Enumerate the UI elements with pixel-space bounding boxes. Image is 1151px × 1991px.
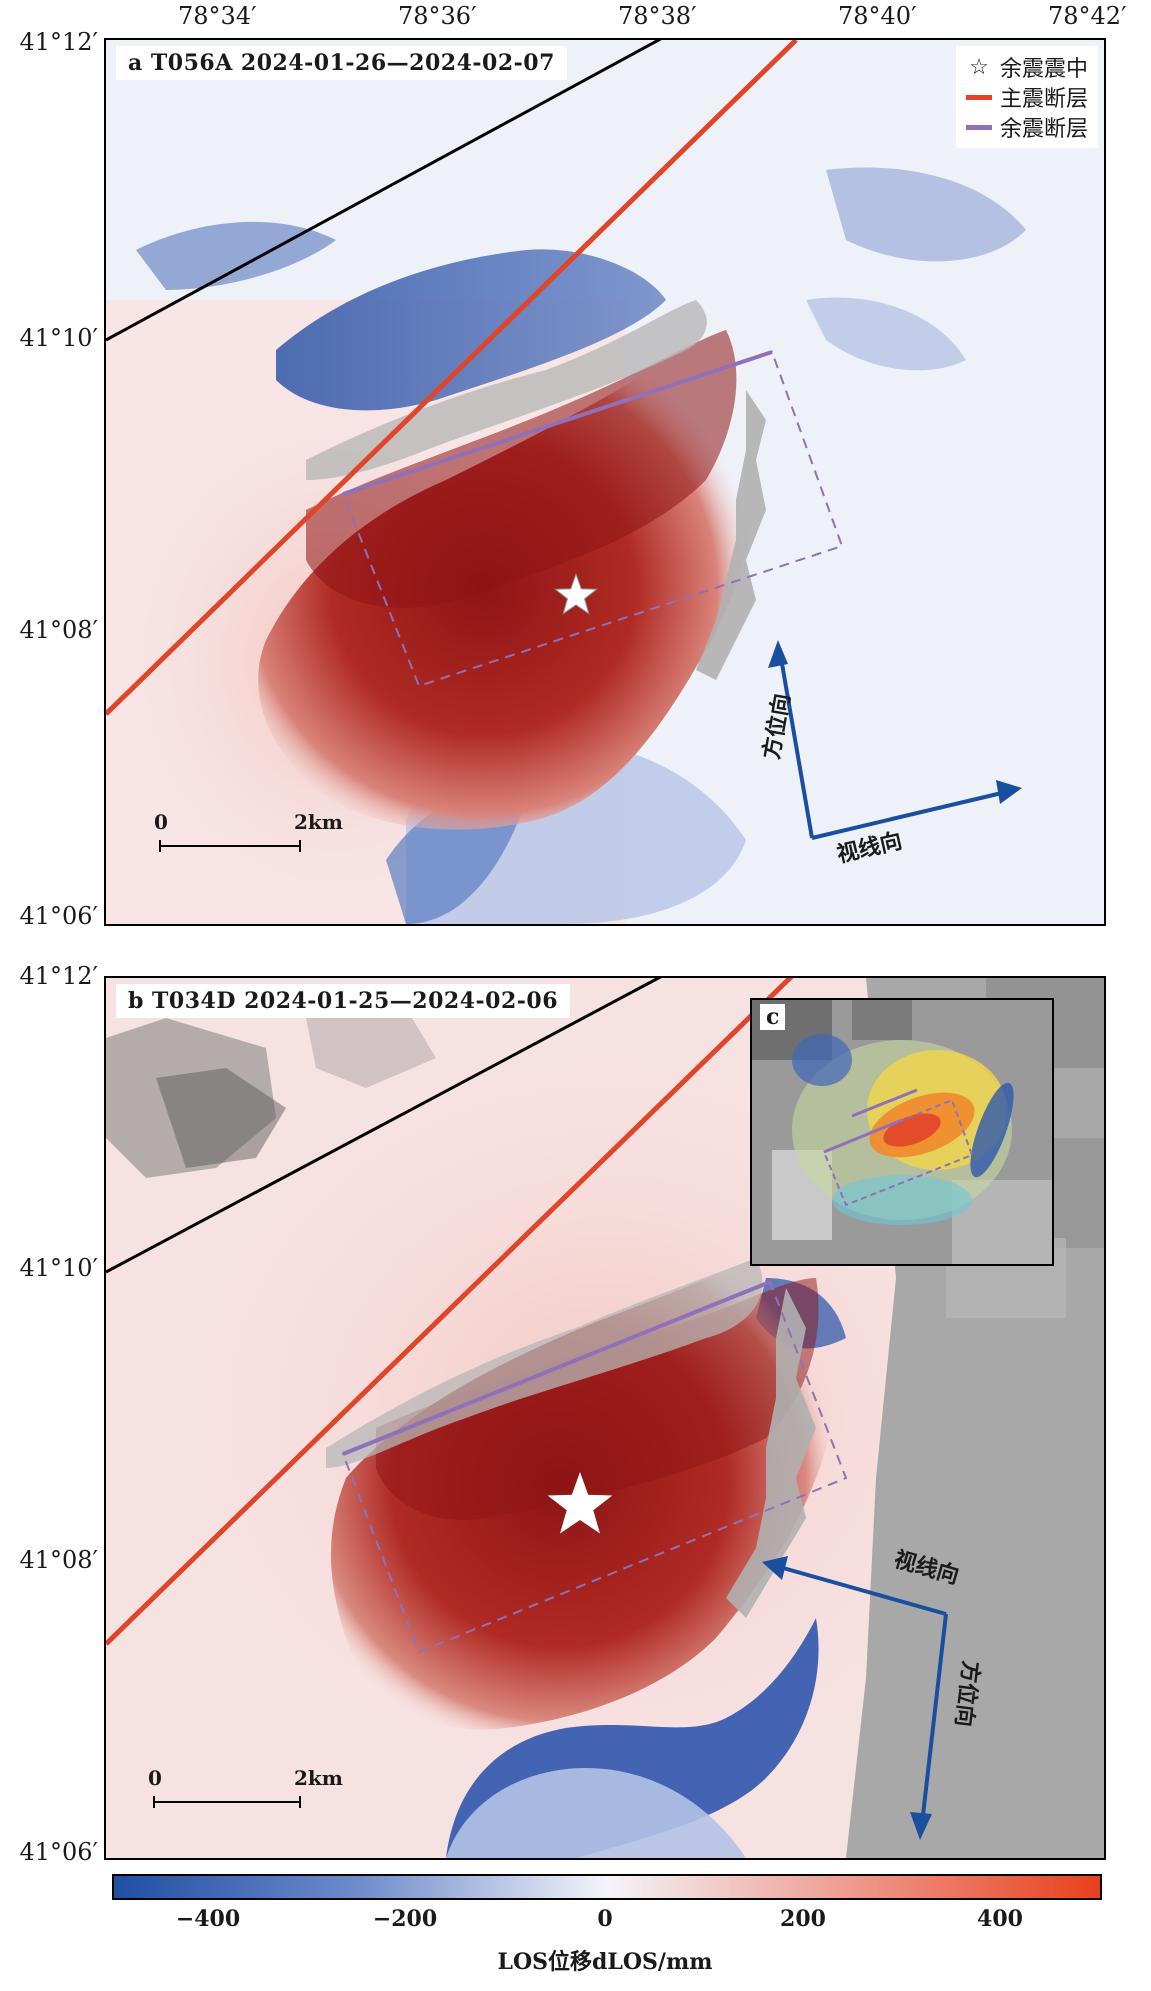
inset-subsidence-blue: [970, 1082, 1014, 1178]
lat-label-a-41-12: 41°12′: [19, 28, 98, 56]
purple-line-icon: [965, 124, 992, 130]
main-fault-line-b: [106, 978, 794, 1646]
colorbar-title: LOS位移dLOS/mm: [497, 1949, 713, 1975]
scalebar-b-end: 2km: [294, 1766, 343, 1790]
lon-label-78-40: 78°40′: [838, 2, 917, 30]
lat-label-b-41-12: 41°12′: [19, 962, 98, 990]
scalebar-b-start: 0: [148, 1766, 162, 1790]
map-panel-b: b T034D 2024-01-25—2024-02-06 c 0 2km 视线…: [104, 976, 1106, 1860]
epicenter-star-a: [553, 572, 599, 615]
panel-b-title: b T034D 2024-01-25—2024-02-06: [116, 984, 571, 1018]
azimuth-arrow-a: [778, 651, 814, 839]
inset-map-c: c: [750, 998, 1054, 1266]
colorbar-tick-neg400: −400: [175, 1906, 241, 1932]
inset-label-c: c: [760, 1004, 786, 1030]
scalebar-a-end: 2km: [294, 810, 343, 834]
lon-label-78-42: 78°42′: [1048, 2, 1127, 30]
legend-item-aftershock-fault: 余震断层: [965, 112, 1088, 142]
red-line-icon: [965, 94, 992, 100]
subsidence-lobe-north-a: [276, 249, 666, 411]
lat-label-a-41-10: 41°10′: [19, 324, 98, 352]
main-fault-line-a: [106, 40, 798, 716]
lat-label-b-41-10: 41°10′: [19, 1254, 98, 1282]
map-a-canvas: [106, 40, 1104, 924]
star-icon: ☆: [969, 54, 989, 80]
legend-item-main-fault: 主震断层: [965, 82, 1088, 112]
lon-label-78-36: 78°36′: [398, 2, 477, 30]
legend-label-main-fault: 主震断层: [999, 87, 1088, 112]
panel-a-title: a T056A 2024-01-26—2024-02-07: [116, 46, 567, 80]
los-arrow-a: [811, 790, 1007, 840]
inset-c-canvas: [752, 1000, 1052, 1264]
lon-label-78-34: 78°34′: [178, 2, 257, 30]
boundary-line-a: [106, 40, 662, 342]
colorbar-tick-400: 400: [977, 1906, 1023, 1932]
lon-label-78-38: 78°38′: [618, 2, 697, 30]
epicenter-star-b: [547, 1472, 613, 1534]
colorbar-tick-neg200: −200: [372, 1906, 438, 1932]
lat-label-b-41-06: 41°06′: [19, 1838, 98, 1866]
lat-label-a-41-06: 41°06′: [19, 902, 98, 930]
legend-a: ☆ 余震震中 主震断层 余震断层: [955, 46, 1098, 148]
fault-plane-outline-b: [341, 1280, 848, 1654]
boundary-line-b: [106, 978, 662, 1274]
legend-label-aftershock-fault: 余震断层: [999, 117, 1088, 142]
colorbar: [112, 1874, 1102, 1900]
los-arrow-b: [775, 1564, 947, 1616]
colorbar-tick-0: 0: [597, 1906, 613, 1932]
lat-label-a-41-08: 41°08′: [19, 616, 98, 644]
colorbar-tick-200: 200: [780, 1906, 826, 1932]
legend-label-epicenter: 余震震中: [999, 57, 1088, 82]
azimuth-arrow-b: [920, 1613, 948, 1825]
scalebar-a-start: 0: [154, 810, 168, 834]
map-panel-a: a T056A 2024-01-26—2024-02-07 ☆ 余震震中 主震断…: [104, 38, 1106, 926]
legend-item-epicenter: ☆ 余震震中: [966, 52, 1088, 83]
lat-label-b-41-08: 41°08′: [19, 1546, 98, 1574]
